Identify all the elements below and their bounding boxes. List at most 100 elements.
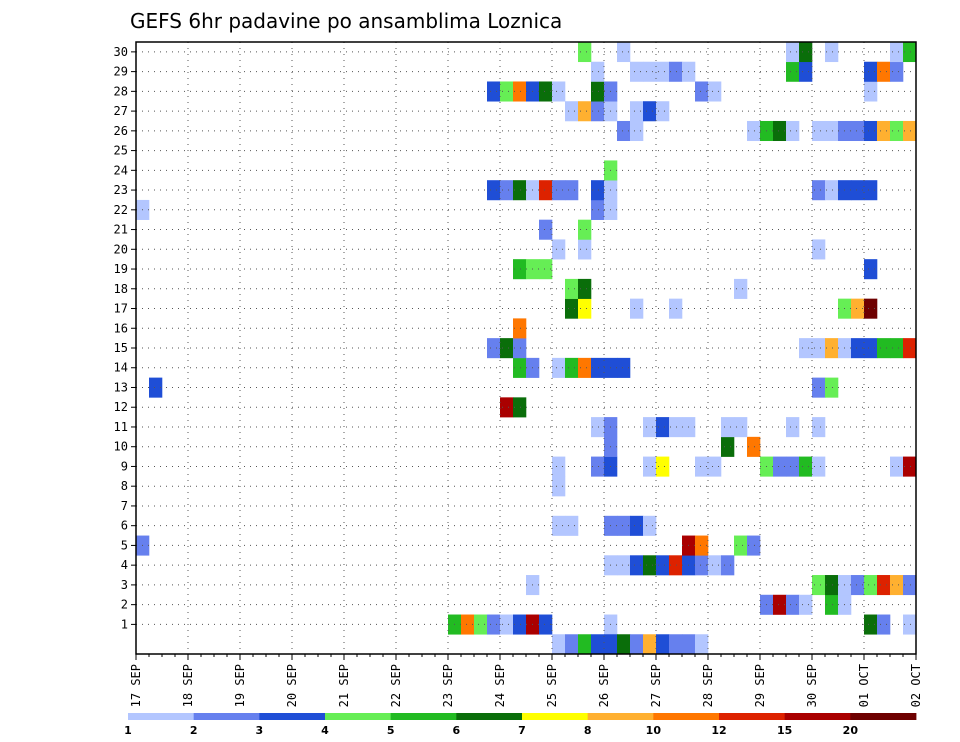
heatmap-cell: [539, 219, 553, 240]
heatmap-cell: [552, 515, 566, 536]
colorbar-tick-label: 6: [453, 724, 461, 737]
heatmap-cell: [708, 81, 722, 102]
heatmap-cell: [565, 298, 579, 319]
heatmap-cell: [825, 120, 839, 142]
y-tick-label: 9: [121, 459, 128, 473]
heatmap-cell: [617, 357, 631, 378]
heatmap-cell: [552, 634, 566, 655]
heatmap-cell: [812, 377, 826, 398]
heatmap-cell: [721, 436, 735, 457]
heatmap-cell: [552, 239, 566, 260]
x-tick-label: 28 SEP: [701, 664, 715, 707]
heatmap-cell: [825, 338, 839, 359]
y-tick-label: 3: [121, 578, 128, 592]
heatmap-cell: [890, 120, 904, 142]
heatmap-cell: [591, 180, 605, 201]
heatmap-cell: [591, 81, 605, 102]
y-tick-label: 8: [121, 479, 128, 493]
heatmap-cell: [487, 81, 501, 102]
heatmap-cell: [149, 377, 163, 398]
heatmap-cell: [877, 61, 891, 82]
heatmap-cells: [136, 42, 917, 655]
heatmap-cell: [825, 42, 839, 63]
heatmap-cell: [734, 278, 748, 299]
heatmap-cell: [565, 278, 579, 299]
heatmap-cell: [695, 535, 709, 556]
heatmap-cell: [552, 476, 566, 497]
heatmap-cell: [591, 456, 605, 477]
heatmap-cell: [786, 594, 800, 615]
heatmap-cell: [734, 535, 748, 556]
colorbar-swatch: [850, 713, 917, 720]
x-tick-label: 27 SEP: [649, 664, 663, 707]
heatmap-cell: [890, 575, 904, 596]
colorbar-swatch: [522, 713, 589, 720]
heatmap-cell: [513, 614, 527, 635]
colorbar-tick-label: 1: [124, 724, 132, 737]
heatmap-cell: [630, 101, 644, 122]
heatmap-cell: [500, 81, 514, 102]
heatmap-cell: [786, 456, 800, 477]
y-tick-label: 5: [121, 538, 128, 552]
heatmap-cell: [500, 180, 514, 201]
heatmap-cell: [552, 456, 566, 477]
heatmap-cell: [695, 456, 709, 477]
heatmap-cell: [851, 575, 865, 596]
heatmap-cell: [695, 634, 709, 655]
heatmap-cell: [578, 219, 592, 240]
heatmap-cell: [643, 456, 657, 477]
y-tick-label: 13: [114, 380, 128, 394]
heatmap-cell: [552, 180, 566, 201]
colorbar-swatch: [193, 713, 260, 720]
heatmap-cell: [617, 634, 631, 655]
heatmap-cell: [630, 555, 644, 576]
colorbar-tick-label: 15: [777, 724, 792, 737]
heatmap-cell: [864, 81, 878, 102]
heatmap-cell: [656, 61, 670, 82]
y-tick-label: 2: [121, 598, 128, 612]
colorbar-swatch: [259, 713, 326, 720]
heatmap-cell: [513, 318, 527, 339]
y-tick-label: 12: [114, 400, 128, 414]
heatmap-cell: [500, 338, 514, 359]
colorbar-swatch: [390, 713, 457, 720]
heatmap-cell: [669, 61, 683, 82]
heatmap-cell: [747, 436, 761, 457]
y-tick-label: 30: [114, 45, 128, 59]
x-tick-label: 22 SEP: [389, 664, 403, 707]
heatmap-cell: [825, 377, 839, 398]
y-tick-label: 19: [114, 262, 128, 276]
heatmap-cell: [539, 259, 553, 280]
y-tick-label: 26: [114, 124, 128, 138]
x-tick-label: 02 OCT: [909, 664, 923, 707]
heatmap-cell: [903, 456, 917, 477]
heatmap-cell: [643, 555, 657, 576]
heatmap-cell: [864, 259, 878, 280]
colorbar-swatch: [325, 713, 392, 720]
heatmap-cell: [864, 338, 878, 359]
heatmap-cell: [565, 357, 579, 378]
x-tick-label: 23 SEP: [441, 664, 455, 707]
x-tick-label: 19 SEP: [233, 664, 247, 707]
heatmap-cell: [643, 61, 657, 82]
y-tick-label: 29: [114, 65, 128, 79]
heatmap-cell: [799, 61, 813, 82]
x-tick-label: 26 SEP: [597, 664, 611, 707]
heatmap-cell: [773, 120, 787, 142]
heatmap-cell: [903, 42, 917, 63]
colorbar-tick-label: 3: [256, 724, 264, 737]
heatmap-cell: [643, 101, 657, 122]
y-tick-label: 21: [114, 223, 128, 237]
heatmap-cell: [656, 634, 670, 655]
heatmap-cell: [877, 338, 891, 359]
y-tick-label: 27: [114, 104, 128, 118]
heatmap-cell: [487, 180, 501, 201]
heatmap-cell: [656, 456, 670, 477]
heatmap-cell: [591, 199, 605, 220]
heatmap-cell: [565, 101, 579, 122]
heatmap-cell: [734, 417, 748, 438]
y-tick-label: 1: [121, 617, 128, 631]
y-tick-label: 20: [114, 242, 128, 256]
heatmap-cell: [578, 298, 592, 319]
